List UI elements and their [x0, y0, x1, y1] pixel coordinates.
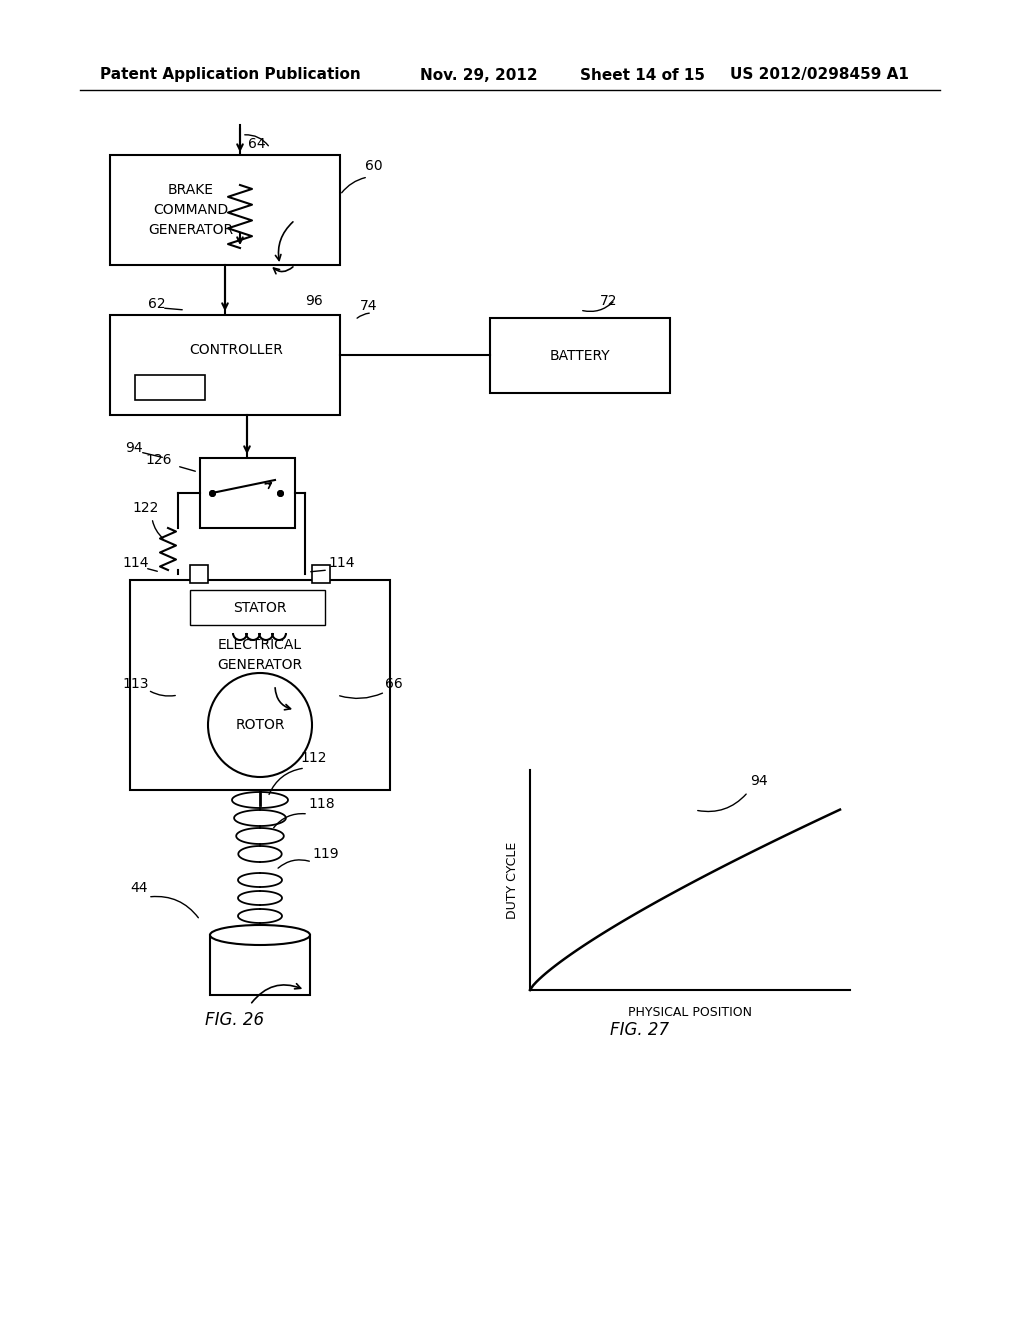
FancyBboxPatch shape: [135, 375, 205, 400]
FancyBboxPatch shape: [190, 590, 325, 624]
FancyBboxPatch shape: [210, 935, 310, 995]
Text: FIG. 26: FIG. 26: [206, 1011, 264, 1030]
Text: 113: 113: [122, 677, 148, 690]
Text: 118: 118: [308, 797, 335, 810]
Text: Sheet 14 of 15: Sheet 14 of 15: [580, 67, 705, 82]
FancyBboxPatch shape: [130, 579, 390, 789]
FancyBboxPatch shape: [312, 565, 330, 583]
Text: 94: 94: [750, 774, 768, 788]
FancyBboxPatch shape: [490, 318, 670, 393]
Text: 74: 74: [360, 300, 378, 313]
Text: 62: 62: [148, 297, 166, 312]
Text: Patent Application Publication: Patent Application Publication: [100, 67, 360, 82]
Text: PHYSICAL POSITION: PHYSICAL POSITION: [628, 1006, 752, 1019]
Text: 64: 64: [248, 137, 265, 150]
FancyBboxPatch shape: [110, 315, 340, 414]
Text: ELECTRICAL
GENERATOR: ELECTRICAL GENERATOR: [217, 639, 302, 672]
Text: 112: 112: [300, 751, 327, 766]
FancyBboxPatch shape: [200, 458, 295, 528]
Text: 94: 94: [125, 441, 142, 455]
FancyBboxPatch shape: [190, 565, 208, 583]
Text: DUTY CYCLE: DUTY CYCLE: [506, 841, 518, 919]
Text: 66: 66: [385, 677, 402, 690]
Text: 126: 126: [145, 453, 171, 467]
Text: 60: 60: [365, 158, 383, 173]
Text: FIG. 27: FIG. 27: [610, 1020, 670, 1039]
Text: 72: 72: [600, 294, 617, 308]
Text: 96: 96: [305, 294, 323, 308]
Text: 44: 44: [130, 880, 147, 895]
Text: 119: 119: [312, 847, 339, 861]
Text: US 2012/0298459 A1: US 2012/0298459 A1: [730, 67, 909, 82]
Text: STATOR: STATOR: [233, 601, 287, 615]
Text: 122: 122: [132, 502, 159, 515]
Text: Nov. 29, 2012: Nov. 29, 2012: [420, 67, 538, 82]
Text: BRAKE
COMMAND
GENERATOR: BRAKE COMMAND GENERATOR: [147, 183, 233, 236]
Text: 114: 114: [328, 556, 354, 570]
Text: CONTROLLER: CONTROLLER: [189, 343, 284, 356]
Ellipse shape: [210, 925, 310, 945]
FancyBboxPatch shape: [110, 154, 340, 265]
Text: ROTOR: ROTOR: [236, 718, 285, 733]
Text: 114: 114: [122, 556, 148, 570]
Text: BATTERY: BATTERY: [550, 348, 610, 363]
